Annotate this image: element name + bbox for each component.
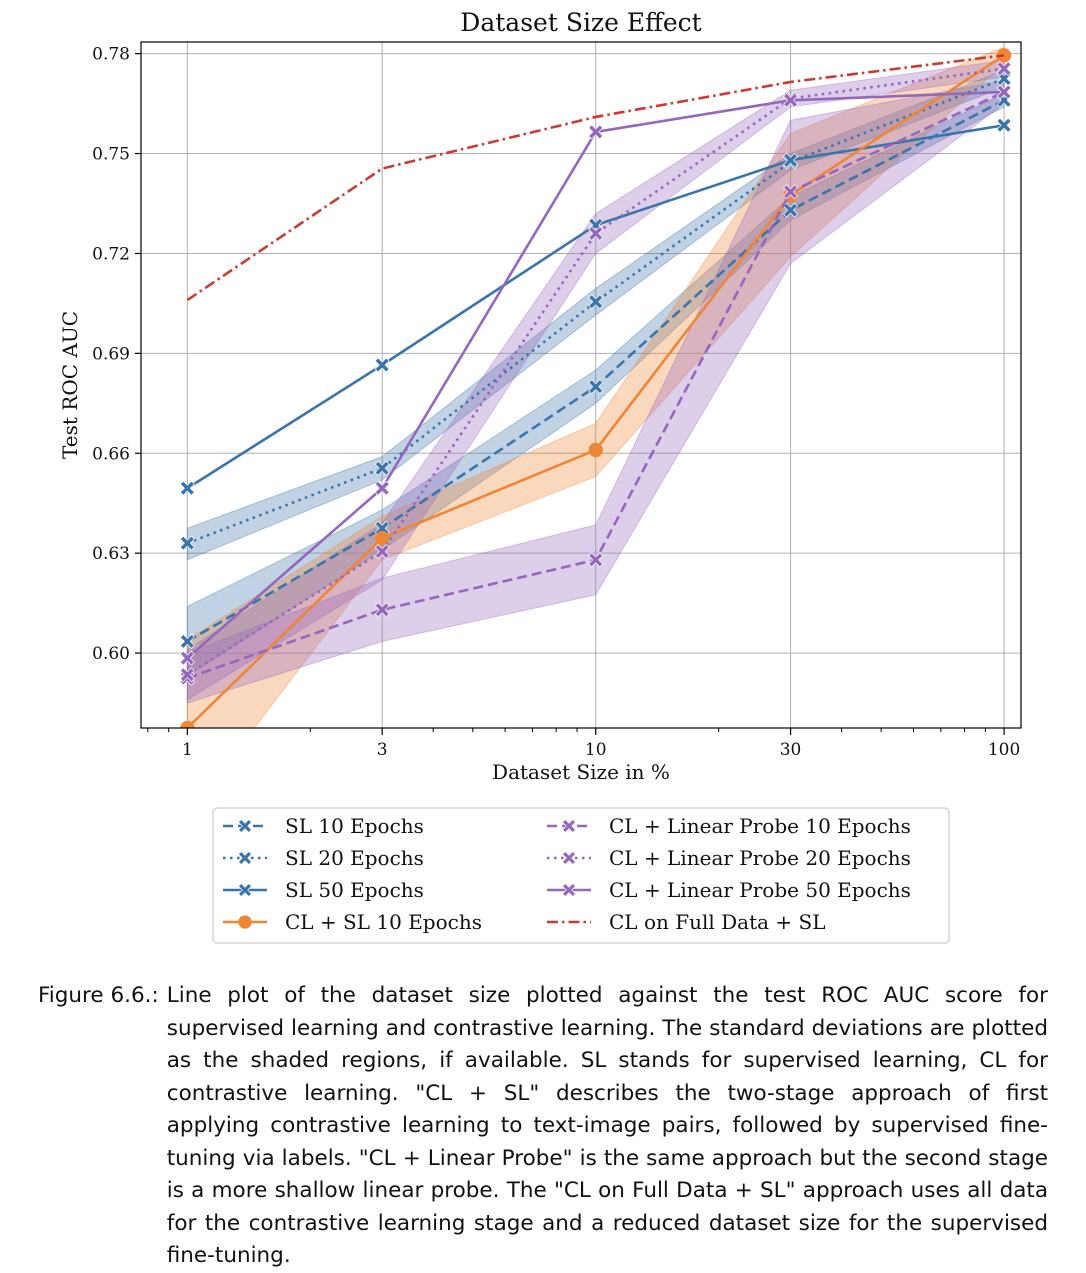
y-tick-label: 0.66 [92,444,130,464]
data-point [374,480,390,496]
data-point [588,552,604,568]
x-axis-label: Dataset Size in % [492,760,670,784]
y-tick-label: 0.69 [92,344,130,364]
data-point [562,819,576,833]
legend: SL 10 Epochs SL 20 Epochs SL 50 Epochs CL +… [212,807,950,944]
chart-title: Dataset Size Effect [460,8,701,37]
data-point [179,650,195,666]
data-point [374,357,390,373]
data-point [783,202,799,218]
legend-label: CL on Full Data + SL [609,910,826,934]
data-point [783,92,799,108]
data-point [996,117,1012,133]
data-point [588,294,604,310]
caption-label: Figure 6.6.: [38,983,159,1008]
figure-caption: Figure 6.6.: Line plot of the dataset si… [38,980,1048,1273]
data-point [996,61,1012,77]
data-point [375,531,390,546]
data-point [374,460,390,476]
legend-label: SL 10 Epochs [285,814,424,838]
x-tick-label: 100 [988,740,1020,760]
data-point [238,883,252,897]
y-tick-label: 0.75 [92,145,130,165]
data-point [374,544,390,559]
legend-box [212,807,950,944]
data-point [588,124,604,140]
legend-label: CL + Linear Probe 50 Epochs [609,878,911,902]
series-lines [179,48,1012,728]
chart: Dataset Size Effect 0.60 0.63 0.66 0.69 0.72… [58,8,1022,944]
data-point [179,535,195,551]
caption-text: Line plot of the dataset size plotted ag… [166,983,1048,1268]
data-point [374,602,390,618]
data-point [562,851,576,865]
data-point [996,84,1012,100]
legend-label: CL + Linear Probe 20 Epochs [609,846,911,870]
data-point [179,667,195,683]
data-point [374,520,390,536]
data-point [783,152,799,168]
legend-label: CL + SL 10 Epochs [285,910,482,934]
axes: 0.60 0.63 0.66 0.69 0.72 0.75 0.78 1 3 10 30 100 [92,45,1020,760]
data-point [179,633,195,649]
series-group [179,84,1012,666]
y-tick-label: 0.60 [92,644,130,664]
y-tick-label: 0.78 [92,45,130,65]
legend-label: SL 50 Epochs [285,878,424,902]
data-point [588,225,604,241]
series-group [186,54,1005,302]
data-point [238,851,252,865]
data-point [238,819,252,833]
series-group [179,92,1012,649]
x-tick-label: 1 [182,740,193,760]
y-tick-label: 0.63 [92,544,130,564]
std-band [186,46,1005,728]
data-point [783,184,799,200]
series-line [186,54,1005,302]
x-tick-label: 10 [585,740,607,760]
data-point [238,915,252,929]
std-band [186,69,1005,561]
y-axis-label: Test ROC AUC [58,311,82,459]
legend-label: CL + Linear Probe 10 Epochs [609,814,911,838]
plot-frame [140,41,1022,729]
data-point [179,480,195,496]
legend-label: SL 20 Epochs [285,846,424,870]
y-tick-label: 0.72 [92,244,130,264]
x-tick-label: 30 [780,740,802,760]
x-tick-label: 3 [377,740,388,760]
data-point [562,883,576,897]
data-point [588,379,604,395]
data-point [588,442,603,458]
